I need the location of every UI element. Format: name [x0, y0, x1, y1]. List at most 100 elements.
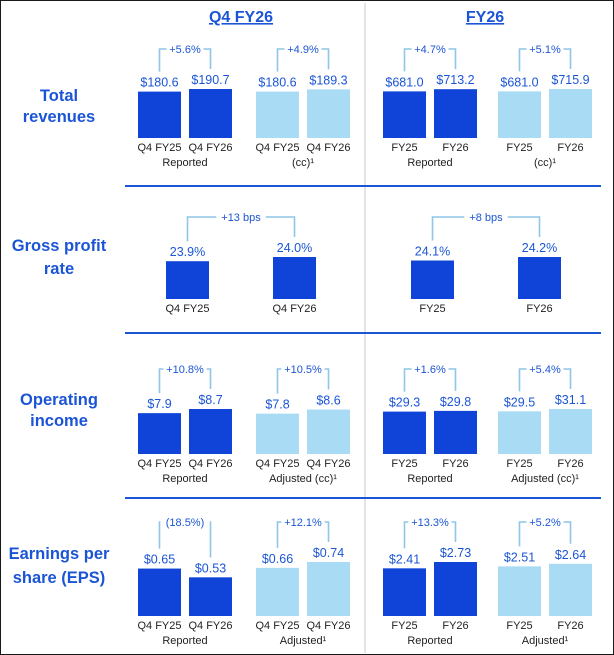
bar-dark-q4-fy26 [189, 409, 232, 454]
group-label: Reported [407, 157, 452, 169]
group-label: (cc)¹ [534, 157, 556, 169]
change-bracket-right [324, 368, 330, 390]
category-label: FY25 [506, 620, 532, 632]
bar-dark-q4-fy25 [138, 568, 181, 616]
category-label: FY26 [557, 620, 583, 632]
bar-dark-q4-fy26 [189, 89, 232, 138]
value-label: $681.0 [385, 75, 423, 89]
change-label: +13.3% [411, 517, 449, 529]
category-label: FY25 [419, 303, 445, 315]
value-label: $190.7 [191, 73, 229, 87]
value-label: $8.6 [316, 394, 340, 408]
row-title-line: Total [40, 87, 78, 105]
value-label: $29.5 [504, 395, 535, 409]
category-label: Q4 FY26 [306, 142, 350, 154]
change-label: +12.1% [284, 517, 322, 529]
change-bracket-left [276, 368, 282, 394]
category-label: FY26 [442, 458, 468, 470]
row-title-line: income [30, 412, 88, 430]
change-bracket-left [403, 521, 409, 549]
category-label: FY25 [506, 142, 532, 154]
bar-light-fy25 [498, 91, 541, 138]
bar-light-q4-fy26 [307, 562, 350, 616]
bar-light-q4-fy26 [307, 89, 350, 138]
bar-light-fy26 [549, 89, 592, 138]
change-bracket-left [431, 216, 465, 241]
change-bracket-right [203, 48, 212, 69]
category-label: FY25 [391, 620, 417, 632]
change-bracket-left [518, 368, 527, 392]
category-label: Q4 FY25 [137, 620, 181, 632]
change-label: +5.2% [529, 517, 561, 529]
change-bracket-right [206, 368, 212, 389]
category-label: Q4 FY26 [272, 303, 316, 315]
bar-dark-fy25 [383, 91, 426, 138]
change-bracket-left [403, 368, 412, 392]
change-bracket-left [403, 48, 412, 72]
value-label: $180.6 [140, 76, 178, 90]
value-label: $2.51 [504, 550, 535, 564]
bar-dark-fy26 [434, 562, 477, 616]
column-title-year: FY26 [466, 9, 504, 26]
category-label: FY26 [526, 303, 552, 315]
category-label: Q4 FY26 [188, 620, 232, 632]
value-label: $681.0 [500, 75, 538, 89]
value-label: $0.53 [195, 561, 226, 575]
bar-light-q4-fy25 [256, 567, 299, 616]
change-label: +4.7% [414, 44, 446, 56]
group-label: Adjusted¹ [522, 635, 569, 647]
category-label: Q4 FY25 [137, 142, 181, 154]
change-label: +13 bps [221, 212, 261, 224]
column-title-quarter: Q4 FY26 [209, 9, 273, 26]
group-label: Adjusted¹ [280, 635, 327, 647]
change-bracket-right [507, 216, 541, 237]
group-label: Adjusted (cc)¹ [511, 473, 579, 485]
change-bracket-left [518, 521, 527, 547]
row-title-line: Earnings per [9, 545, 110, 563]
bar-light-fy26 [549, 409, 592, 454]
value-label: $715.9 [551, 73, 589, 87]
change-bracket-right [563, 48, 572, 69]
change-bracket-right [448, 48, 457, 70]
category-label: FY26 [557, 458, 583, 470]
bar-light-q4-fy26 [307, 409, 350, 454]
bar-light-q4-fy25 [256, 91, 299, 138]
change-label: +4.9% [287, 44, 319, 56]
value-label: $8.7 [198, 393, 222, 407]
category-label: Q4 FY25 [255, 458, 299, 470]
category-label: Q4 FY25 [255, 142, 299, 154]
change-bracket-right [209, 521, 212, 558]
change-label: +8 bps [469, 212, 503, 224]
change-label: +10.5% [284, 364, 322, 376]
category-label: FY26 [442, 620, 468, 632]
change-bracket-right [563, 368, 572, 389]
group-label: Reported [162, 473, 207, 485]
value-label: $189.3 [309, 73, 347, 87]
change-bracket-left [158, 368, 164, 394]
value-label: $29.8 [440, 395, 471, 409]
row-title-line: Gross profit [12, 237, 107, 255]
change-bracket-right [448, 368, 457, 391]
bar-dark-q4-fy26 [273, 257, 316, 299]
group-label: Reported [407, 635, 452, 647]
row-title-line: rate [44, 260, 74, 278]
value-label: 24.1% [415, 245, 450, 259]
category-label: FY26 [442, 142, 468, 154]
bar-light-fy25 [498, 566, 541, 616]
group-label: Reported [162, 635, 207, 647]
row-title-line: revenues [23, 108, 95, 126]
value-label: $0.65 [144, 553, 175, 567]
value-label: $2.64 [555, 548, 586, 562]
change-bracket-right [324, 521, 330, 542]
change-bracket-left [158, 521, 161, 549]
value-label: $31.1 [555, 393, 586, 407]
change-bracket-left [276, 48, 285, 72]
bar-dark-fy25 [383, 568, 426, 616]
value-label: 24.0% [277, 241, 312, 255]
bar-dark-fy26 [434, 89, 477, 138]
category-label: Q4 FY26 [188, 458, 232, 470]
category-label: FY25 [391, 142, 417, 154]
bar-dark-q4-fy25 [166, 261, 209, 299]
group-label: Reported [407, 473, 452, 485]
